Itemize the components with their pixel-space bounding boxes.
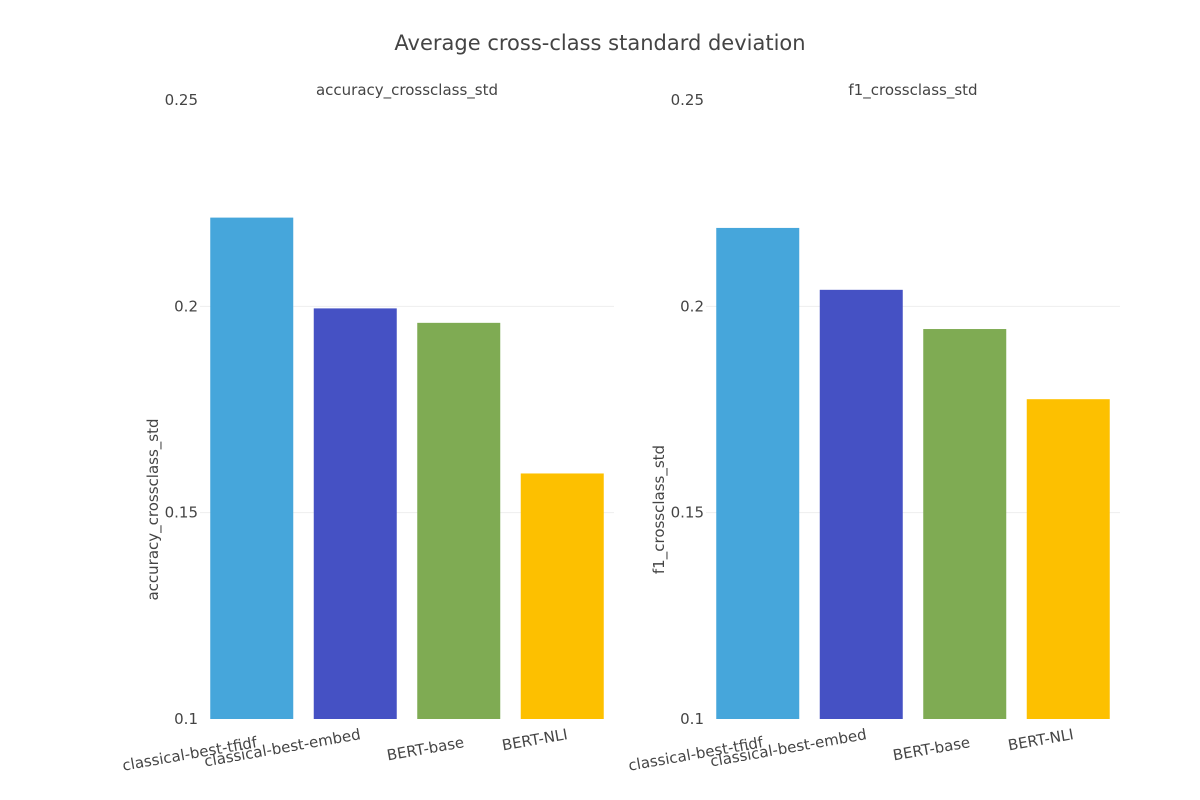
y-tick-label: 0.2 (174, 297, 198, 315)
y-tick-label: 0.15 (671, 504, 704, 522)
x-tick-label: classical-best-embed (709, 725, 868, 770)
y-tick-label: 0.25 (165, 91, 198, 109)
chart-panels: accuracy_crossclass_std 0.1 0.15 0.2 0.25 acc… (121, 81, 1120, 775)
bar-BERT-base[interactable] (417, 322, 501, 719)
x-tick-label: BERT-base (385, 733, 465, 764)
panel-1: accuracy_crossclass_std 0.1 0.15 0.2 0.25 acc… (121, 81, 614, 775)
y-axis-label: accuracy_crossclass_std (144, 418, 163, 600)
y-tick-label: 0.1 (680, 710, 704, 728)
bar-classical-best-tfidf[interactable] (716, 227, 800, 719)
bar-classical-best-tfidf[interactable] (210, 217, 294, 720)
panel-title: f1_crossclass_std (848, 81, 977, 100)
y-tick-label: 0.2 (680, 297, 704, 315)
bar-BERT-base[interactable] (923, 329, 1007, 719)
bar-BERT-NLI[interactable] (520, 473, 604, 719)
bar-BERT-NLI[interactable] (1026, 399, 1110, 719)
y-tick-label: 0.15 (165, 504, 198, 522)
x-tick-label: classical-best-embed (203, 725, 362, 770)
bar-classical-best-embed[interactable] (819, 289, 903, 719)
y-tick-label: 0.25 (671, 91, 704, 109)
x-tick-label: BERT-base (891, 733, 971, 764)
x-tick-label: BERT-NLI (501, 725, 569, 754)
x-tick-label: BERT-NLI (1007, 725, 1075, 754)
chart-title: Average cross-class standard deviation (394, 31, 805, 55)
y-axis-label: f1_crossclass_std (650, 445, 669, 574)
panel-title: accuracy_crossclass_std (316, 81, 498, 100)
panel-2: f1_crossclass_std 0.1 0.15 0.2 0.25 f1_crossc… (627, 81, 1120, 775)
bar-classical-best-embed[interactable] (313, 308, 397, 719)
y-tick-label: 0.1 (174, 710, 198, 728)
